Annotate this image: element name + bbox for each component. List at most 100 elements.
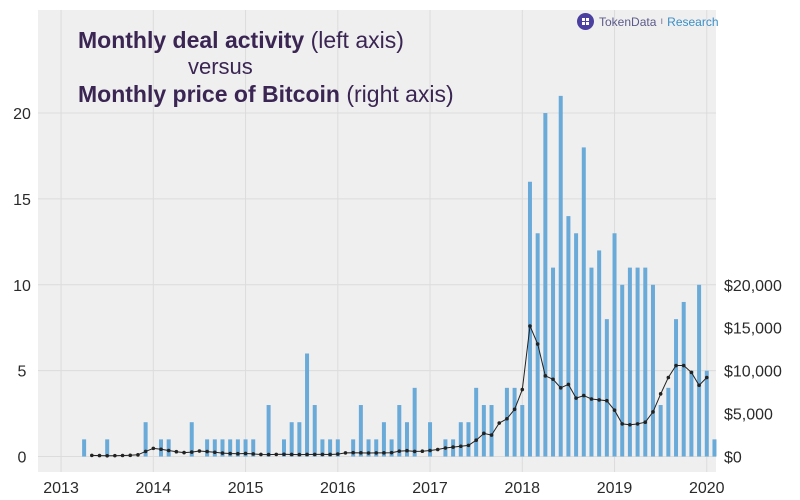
- price-point: [266, 452, 271, 457]
- right-axis: $0 $5,000 $10,000 $15,000 $20,000: [724, 278, 782, 467]
- bitcoin-price-line: [90, 324, 709, 458]
- deal-bar: [335, 439, 340, 457]
- price-point: [282, 452, 286, 457]
- x-tick-label: 2017: [412, 480, 448, 497]
- deal-bar: [581, 147, 586, 457]
- price-point: [312, 452, 317, 457]
- price-point: [605, 398, 609, 403]
- deal-bar: [281, 439, 286, 457]
- x-tick-label: 2018: [504, 480, 540, 497]
- deal-bar: [543, 113, 548, 457]
- price-point: [558, 386, 563, 390]
- deal-bar: [312, 405, 317, 457]
- left-tick-label: 20: [13, 106, 31, 123]
- price-point: [213, 450, 217, 455]
- deal-bar: [635, 267, 640, 457]
- price-point: [482, 431, 486, 436]
- deal-bar: [243, 439, 248, 457]
- price-point: [704, 375, 709, 380]
- price-point: [228, 451, 232, 456]
- price-point: [328, 452, 332, 457]
- price-point: [574, 396, 578, 400]
- title-line1-bold: Monthly deal activity: [78, 27, 305, 53]
- price-point: [205, 449, 209, 454]
- price-point: [136, 453, 140, 457]
- deal-bar: [627, 267, 632, 457]
- title-line3-rest: (right axis): [339, 81, 454, 107]
- price-point: [458, 444, 463, 449]
- deal-bar: [474, 387, 479, 457]
- right-tick-label: $20,000: [724, 278, 782, 295]
- deal-bar: [674, 319, 679, 457]
- price-point: [243, 451, 248, 456]
- price-point: [658, 392, 663, 396]
- price-point: [343, 451, 348, 455]
- deal-bar: [212, 439, 217, 457]
- price-point: [589, 397, 594, 401]
- right-tick-label: $15,000: [724, 321, 782, 338]
- price-point: [505, 416, 509, 421]
- price-point: [420, 449, 425, 454]
- price-point: [466, 443, 471, 448]
- deal-bar: [658, 405, 663, 457]
- deal-bar: [374, 439, 379, 457]
- price-point: [674, 363, 678, 368]
- deal-bar: [381, 422, 386, 457]
- right-tick-label: $0: [724, 450, 742, 467]
- left-tick-label: 10: [13, 278, 31, 295]
- deal-bar: [666, 387, 671, 457]
- price-point: [382, 451, 386, 455]
- price-point: [681, 363, 686, 368]
- price-point: [120, 453, 125, 458]
- price-point: [405, 448, 409, 453]
- price-point: [551, 377, 555, 382]
- deal-bar: [251, 439, 256, 457]
- left-tick-label: 0: [18, 450, 27, 467]
- deal-bar: [166, 439, 171, 457]
- x-tick-label: 2015: [228, 480, 264, 497]
- price-point: [620, 422, 625, 426]
- deal-bar: [205, 439, 210, 457]
- price-point: [412, 449, 417, 454]
- deal-bar: [412, 387, 417, 457]
- price-point: [397, 449, 402, 453]
- deal-bar: [143, 422, 148, 457]
- price-point: [251, 452, 256, 456]
- deal-bar: [512, 387, 517, 457]
- price-point: [236, 451, 240, 456]
- deal-bar: [604, 319, 609, 457]
- deal-bar: [574, 233, 579, 457]
- deal-bar: [428, 422, 433, 457]
- deal-bar: [481, 405, 486, 457]
- price-point: [535, 342, 540, 346]
- x-tick-label: 2013: [43, 480, 79, 497]
- price-point: [689, 370, 694, 375]
- price-point: [220, 451, 225, 455]
- price-point: [435, 447, 440, 452]
- price-point: [335, 452, 340, 456]
- price-point: [359, 451, 363, 455]
- price-point: [274, 452, 279, 457]
- deal-bar: [558, 95, 563, 457]
- left-tick-label: 5: [18, 364, 27, 381]
- price-point: [643, 420, 648, 424]
- deal-bar: [466, 422, 471, 457]
- plot-area: [38, 10, 716, 472]
- deal-bar: [366, 439, 371, 457]
- price-point: [581, 393, 586, 398]
- price-point: [259, 452, 263, 457]
- price-point: [366, 451, 371, 455]
- price-point: [666, 375, 671, 380]
- price-point: [628, 422, 632, 427]
- brand-separator: ı: [660, 16, 664, 27]
- price-point: [174, 449, 179, 454]
- deal-bar: [289, 422, 294, 457]
- deal-bar: [597, 250, 602, 457]
- deal-bar: [458, 422, 463, 457]
- deal-bar: [389, 439, 394, 457]
- deal-bar: [305, 353, 310, 457]
- deal-bar: [320, 439, 325, 457]
- deal-bar: [566, 216, 571, 457]
- price-point: [543, 374, 548, 378]
